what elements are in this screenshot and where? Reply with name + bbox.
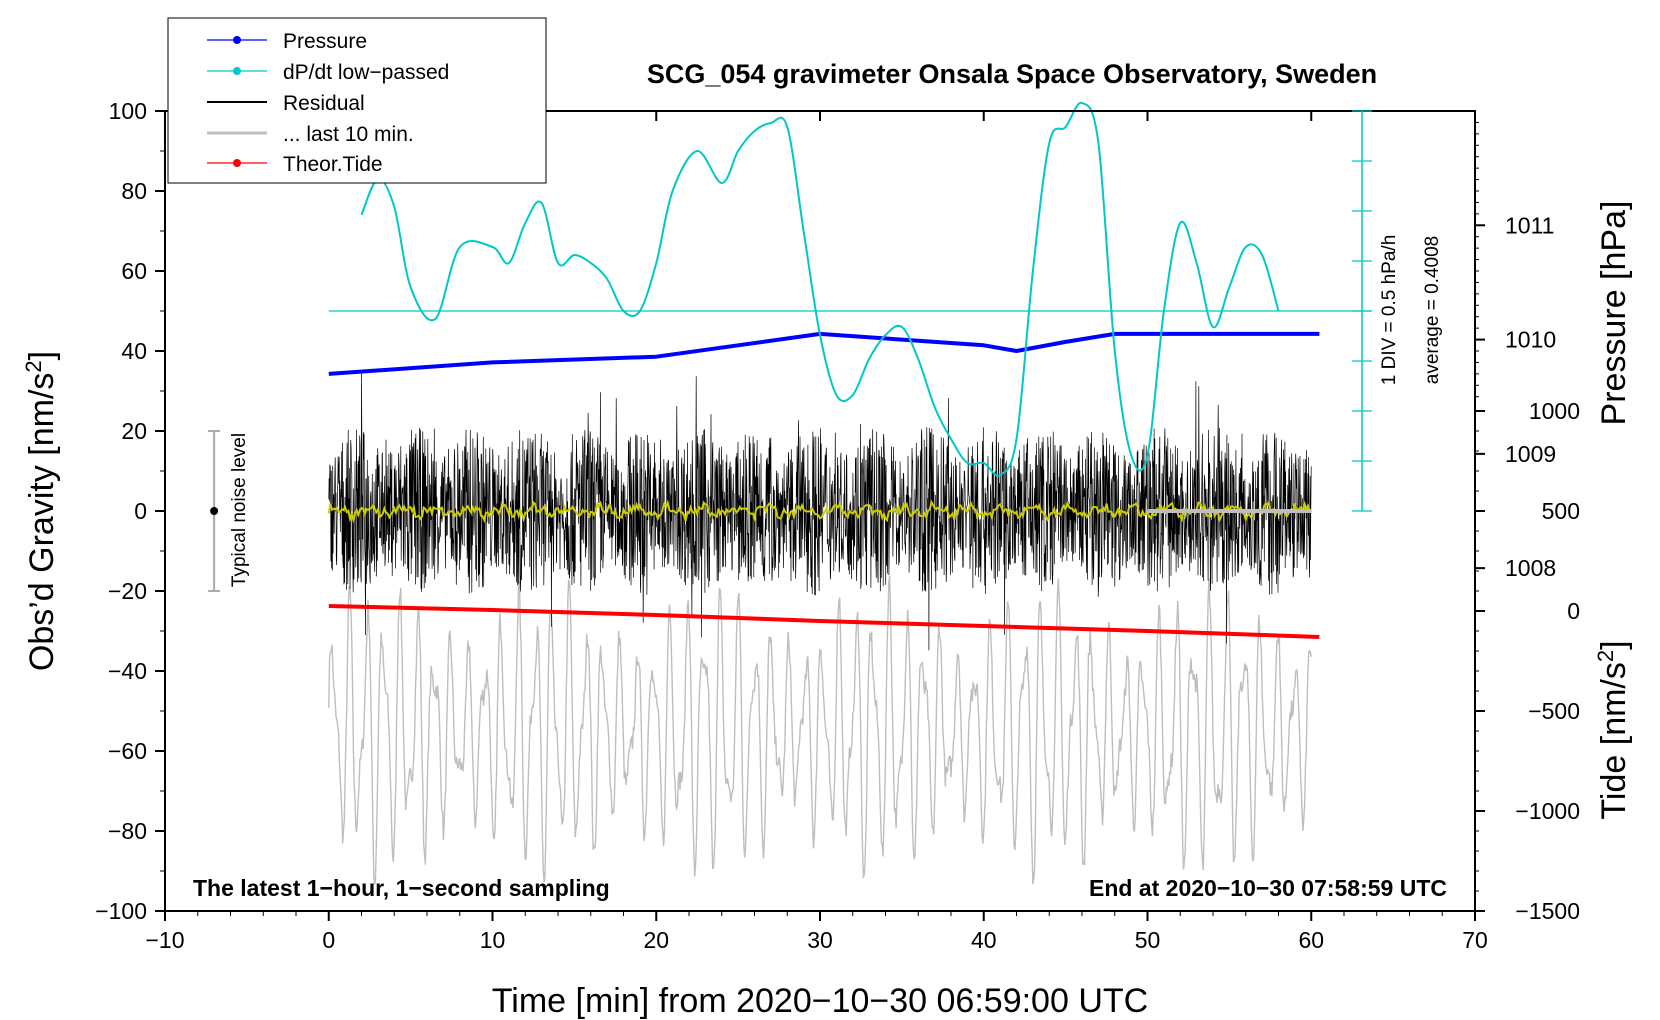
y-tick-label: 60 bbox=[121, 258, 147, 284]
y-tick-label: −100 bbox=[95, 898, 147, 924]
noise-level-label: Typical noise level bbox=[229, 433, 250, 587]
x-tick-label: 10 bbox=[480, 927, 506, 953]
tide-tick-label: 0 bbox=[1567, 598, 1580, 624]
y-tick-label: 100 bbox=[109, 98, 147, 124]
y-axis-left-title: Obs’d Gravity [nm/s2] bbox=[21, 351, 61, 671]
pressure-axis-title: Pressure [hPa] bbox=[1595, 201, 1633, 426]
legend-swatch-marker bbox=[233, 159, 241, 167]
tide-series-line bbox=[328, 604, 1320, 639]
tide-axis-title-close: ] bbox=[1595, 640, 1633, 649]
dpdt-series-line bbox=[360, 101, 1280, 477]
tide-tick-label: 1000 bbox=[1529, 398, 1580, 424]
y-tick-label: 20 bbox=[121, 418, 147, 444]
x-tick-label: 0 bbox=[322, 927, 335, 953]
legend-label-residual: Residual bbox=[283, 92, 365, 115]
tide-axis-title: Tide [nm/s2] bbox=[1593, 640, 1633, 819]
pressure-series-line bbox=[328, 331, 1320, 376]
tide-tick-label: −1000 bbox=[1515, 798, 1580, 824]
tide-tick-label: −1500 bbox=[1515, 898, 1580, 924]
y-axis-left-title-main: Obs’d Gravity [nm/s bbox=[23, 373, 61, 672]
tide-axis-title-sup: 2 bbox=[1593, 650, 1618, 662]
legend-swatch-marker bbox=[233, 67, 241, 75]
pressure-tick-label: 1011 bbox=[1505, 212, 1554, 238]
x-tick-label: 30 bbox=[807, 927, 833, 953]
axes: −10 0 10 20 30 40 50 60 70−100−80−60−40−20020406… bbox=[95, 98, 1580, 953]
tide-axis-title-main: Tide [nm/s bbox=[1595, 662, 1633, 819]
x-tick-label: −10 bbox=[145, 927, 184, 953]
legend-label-tide: Theor.Tide bbox=[283, 153, 383, 176]
smoothed-residual-line bbox=[327, 499, 1311, 524]
legend-label-pressure: Pressure bbox=[283, 30, 367, 53]
x-axis-title: Time [min] from 2020−10−30 06:59:00 UTC bbox=[492, 982, 1148, 1020]
footer-end-time-label: End at 2020−10−30 07:58:59 UTC bbox=[1089, 875, 1447, 901]
y-tick-label: 80 bbox=[121, 178, 147, 204]
x-tick-label: 50 bbox=[1135, 927, 1161, 953]
x-tick-label: 40 bbox=[971, 927, 997, 953]
last10-series-line bbox=[328, 575, 1312, 885]
footer-sampling-label: The latest 1−hour, 1−second sampling bbox=[193, 875, 610, 901]
chart-title: SCG_054 gravimeter Onsala Space Observat… bbox=[647, 59, 1377, 89]
y-tick-label: 0 bbox=[134, 498, 147, 524]
noise-level-center-dot bbox=[210, 507, 219, 515]
residual-series-line bbox=[328, 372, 1312, 651]
y-tick-label: −40 bbox=[108, 658, 147, 684]
y-tick-label: −20 bbox=[108, 578, 147, 604]
legend: Pressure dP/dt low−passed Residual ... l… bbox=[167, 17, 547, 184]
y-axis-left-title-close: ] bbox=[23, 351, 61, 360]
y-tick-label: 40 bbox=[121, 338, 147, 364]
pressure-tick-label: 1010 bbox=[1505, 327, 1556, 353]
dpdt-average-label: average = 0.4008 bbox=[1422, 236, 1443, 384]
pressure-tick-label: 1009 bbox=[1505, 441, 1556, 467]
x-tick-label: 70 bbox=[1462, 927, 1488, 953]
y-axis-left-title-sup: 2 bbox=[21, 360, 46, 372]
tide-tick-label: −500 bbox=[1528, 698, 1580, 724]
pressure-tick-label: 1008 bbox=[1505, 555, 1556, 581]
tide-tick-label: 500 bbox=[1542, 498, 1580, 524]
y-tick-label: −60 bbox=[108, 738, 147, 764]
legend-label-dpdt: dP/dt low−passed bbox=[283, 61, 449, 84]
dpdt-scale-label: 1 DIV = 0.5 hPa/h bbox=[1379, 235, 1400, 386]
y-tick-label: −80 bbox=[108, 818, 147, 844]
legend-box bbox=[167, 17, 547, 184]
legend-label-last10: ... last 10 min. bbox=[283, 123, 414, 146]
x-tick-label: 60 bbox=[1298, 927, 1324, 953]
legend-swatch-marker bbox=[233, 36, 241, 44]
x-tick-label: 20 bbox=[643, 927, 669, 953]
plot-series bbox=[327, 101, 1372, 885]
